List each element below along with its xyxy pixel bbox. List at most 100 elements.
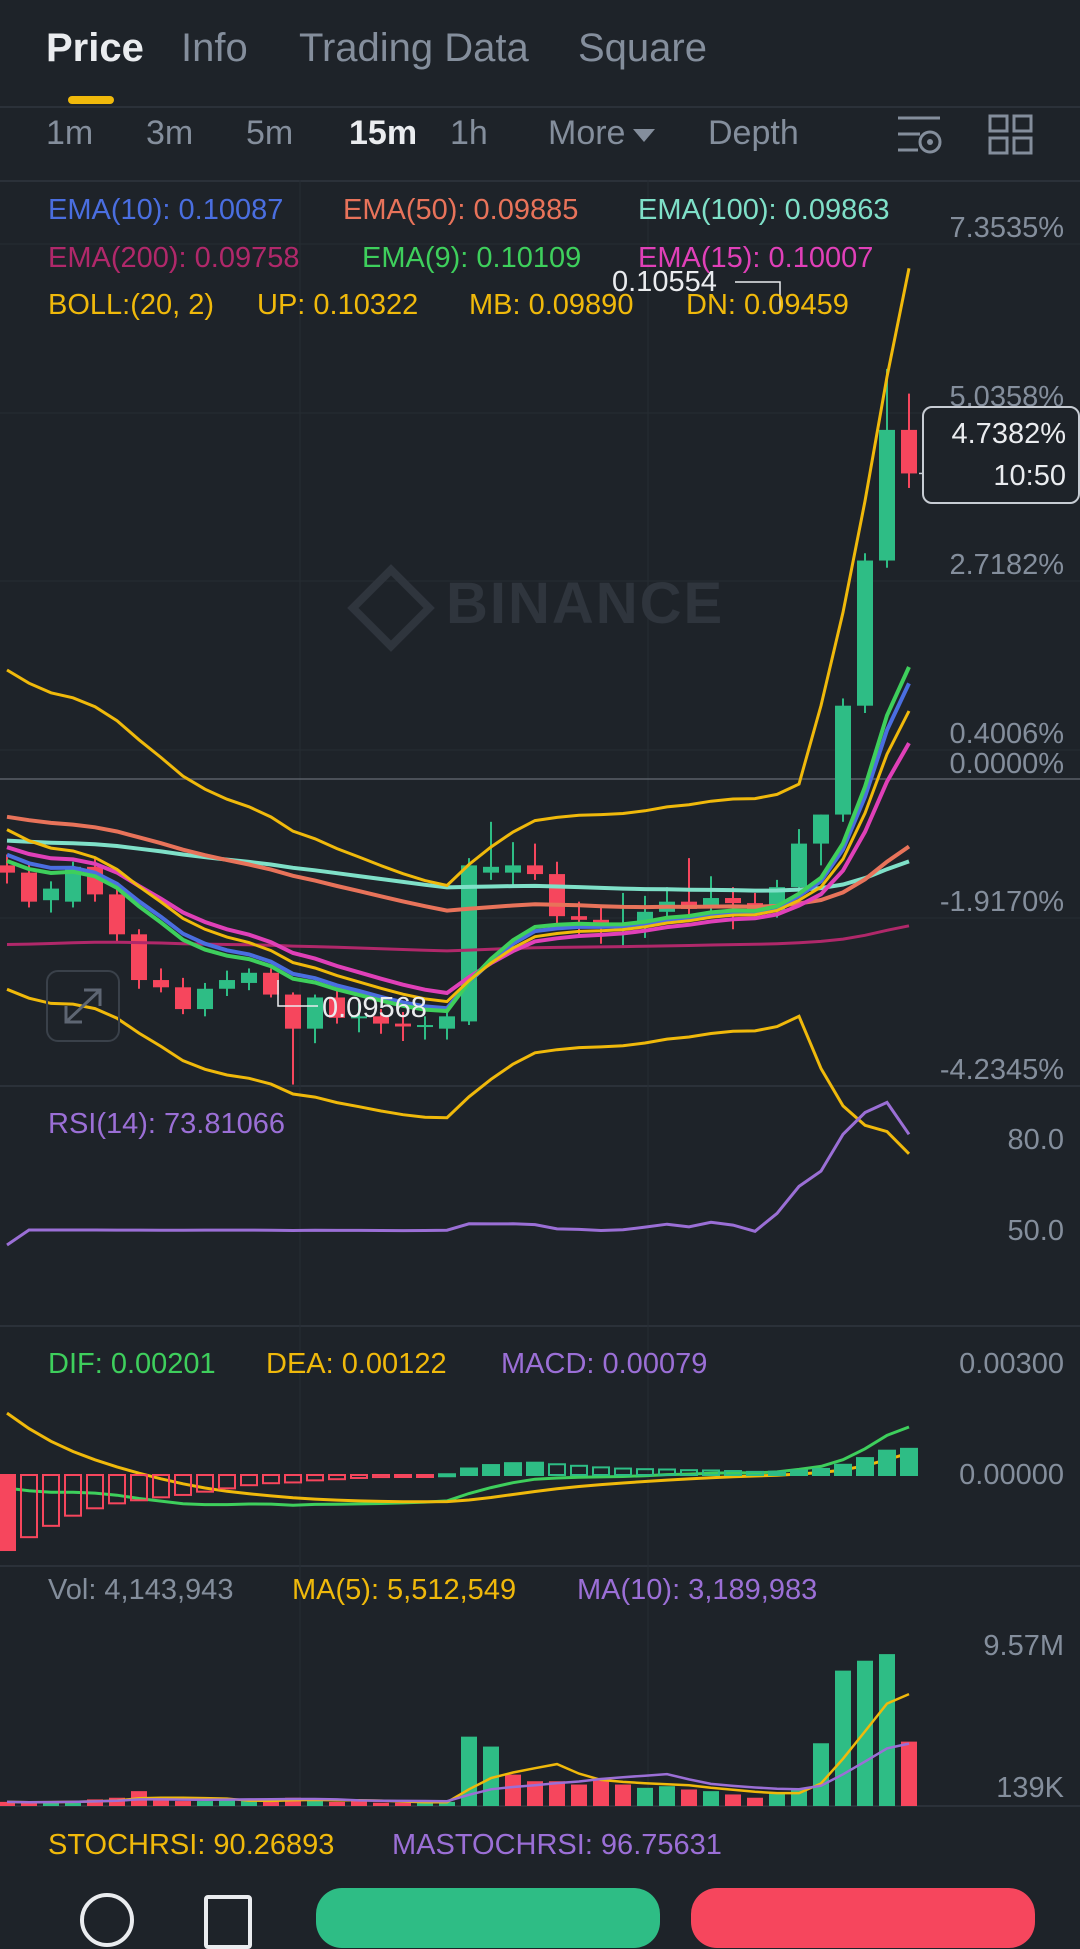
fullscreen-button[interactable] bbox=[46, 970, 120, 1042]
rsi-axis-label: 50.0 bbox=[1007, 1215, 1064, 1247]
volume-bar bbox=[21, 1802, 37, 1806]
candle-body bbox=[351, 1016, 367, 1019]
price-axis-label: -1.9170% bbox=[939, 886, 1064, 918]
volume-bar bbox=[285, 1797, 301, 1806]
tab-trading-data[interactable]: Trading Data bbox=[299, 26, 529, 70]
boll-upper-line bbox=[6, 268, 911, 888]
legend-volume: Vol: 4,143,943 bbox=[48, 1574, 234, 1606]
macd-histogram-bar bbox=[218, 1474, 236, 1490]
ema9-line bbox=[6, 666, 911, 1014]
tab-square[interactable]: Square bbox=[578, 26, 707, 70]
macd-histogram-bar bbox=[130, 1474, 148, 1502]
volume-bar bbox=[329, 1801, 345, 1806]
macd-histogram-bar bbox=[0, 1474, 16, 1552]
volume-bar bbox=[659, 1786, 675, 1806]
volume-bar bbox=[879, 1654, 895, 1806]
legend-vol-ma5: MA(5): 5,512,549 bbox=[292, 1574, 517, 1606]
candle-body bbox=[197, 988, 213, 1010]
volume-bar bbox=[417, 1802, 433, 1806]
volume-bar bbox=[747, 1797, 763, 1806]
more-label: More bbox=[548, 114, 626, 152]
legend-macd: MACD: 0.00079 bbox=[501, 1348, 708, 1380]
volume-bar bbox=[0, 1801, 15, 1806]
volume-ma5-line bbox=[6, 1692, 910, 1804]
candle-body bbox=[901, 429, 917, 474]
volume-bar bbox=[87, 1799, 103, 1806]
interval-1h[interactable]: 1h bbox=[450, 114, 488, 152]
active-tab-indicator bbox=[68, 96, 114, 104]
volume-ma10-line bbox=[6, 1742, 910, 1804]
buy-button[interactable] bbox=[316, 1888, 660, 1948]
volume-bar bbox=[505, 1774, 521, 1806]
candle-body bbox=[835, 705, 851, 815]
legend-ema15: EMA(15): 0.10007 bbox=[638, 242, 874, 274]
expand-icon bbox=[64, 988, 102, 1024]
macd-histogram-bar bbox=[592, 1466, 610, 1476]
macd-histogram-bar bbox=[900, 1447, 918, 1476]
tab-price[interactable]: Price bbox=[46, 26, 144, 70]
volume-bar bbox=[439, 1801, 455, 1806]
candle-body bbox=[241, 972, 257, 983]
volume-bar bbox=[703, 1791, 719, 1806]
macd-axis-label: 0.00300 bbox=[959, 1348, 1064, 1380]
legend-ema50: EMA(50): 0.09885 bbox=[343, 194, 579, 226]
chart-settings-icon[interactable] bbox=[896, 114, 942, 156]
volume-bar bbox=[373, 1802, 389, 1806]
candle-body bbox=[395, 1023, 411, 1027]
macd-histogram-bar bbox=[504, 1462, 522, 1477]
candle-body bbox=[65, 866, 81, 902]
current-price-tag: 4.7382% 10:50 bbox=[922, 406, 1080, 504]
ema100-line bbox=[6, 838, 910, 893]
macd-histogram-bar bbox=[262, 1474, 280, 1485]
volume-bar bbox=[65, 1801, 81, 1806]
candle-body bbox=[813, 814, 829, 844]
candle-body bbox=[857, 560, 873, 706]
boll-lower-line bbox=[6, 987, 911, 1155]
tabs-divider bbox=[0, 106, 1080, 108]
volume-axis-label: 139K bbox=[996, 1772, 1064, 1804]
candle-body bbox=[263, 972, 279, 995]
price-axis-label: 0.0000% bbox=[949, 748, 1065, 780]
legend-dea: DEA: 0.00122 bbox=[266, 1348, 447, 1380]
interval-5m[interactable]: 5m bbox=[246, 114, 294, 152]
more-dropdown[interactable]: More bbox=[548, 114, 656, 153]
tab-info[interactable]: Info bbox=[181, 26, 248, 70]
candle-body bbox=[219, 980, 235, 989]
legend-boll-up: UP: 0.10322 bbox=[257, 289, 419, 321]
macd-dea-line bbox=[6, 1411, 910, 1504]
macd-histogram-bar bbox=[20, 1474, 38, 1539]
interval-15m[interactable]: 15m bbox=[349, 114, 418, 152]
legend-boll: BOLL:(20, 2) bbox=[48, 289, 215, 321]
candle-body bbox=[527, 865, 543, 875]
volume-bar bbox=[571, 1784, 587, 1806]
macd-histogram-bar bbox=[350, 1474, 368, 1479]
binance-logo-icon bbox=[347, 563, 435, 652]
binance-watermark: BINANCE bbox=[347, 563, 724, 652]
macd-histogram-bar bbox=[768, 1470, 786, 1477]
depth-tab[interactable]: Depth bbox=[708, 114, 799, 152]
macd-histogram-bar bbox=[482, 1464, 500, 1476]
macd-histogram-bar bbox=[878, 1449, 896, 1477]
candle-body bbox=[307, 997, 323, 1029]
ema200-line bbox=[6, 924, 910, 953]
macd-histogram-bar bbox=[196, 1474, 214, 1493]
chat-icon[interactable] bbox=[80, 1893, 134, 1947]
interval-3m[interactable]: 3m bbox=[146, 114, 194, 152]
macd-histogram-bar bbox=[416, 1474, 434, 1478]
legend-stochrsi: STOCHRSI: 90.26893 bbox=[48, 1829, 335, 1861]
price-axis-label: 0.4006% bbox=[949, 718, 1065, 750]
volume-bar bbox=[527, 1781, 543, 1806]
macd-histogram-bar bbox=[328, 1474, 346, 1481]
sell-button[interactable] bbox=[691, 1888, 1035, 1948]
macd-histogram-bar bbox=[548, 1463, 566, 1476]
interval-1m[interactable]: 1m bbox=[46, 114, 94, 152]
layout-grid-icon[interactable] bbox=[988, 114, 1034, 156]
orders-icon[interactable] bbox=[204, 1895, 252, 1949]
macd-histogram-bar bbox=[790, 1469, 808, 1477]
macd-histogram-bar bbox=[42, 1474, 60, 1527]
macd-histogram-bar bbox=[680, 1469, 698, 1477]
volume-bar bbox=[593, 1777, 609, 1806]
volume-bar bbox=[241, 1801, 257, 1806]
legend-vol-ma10: MA(10): 3,189,983 bbox=[577, 1574, 818, 1606]
